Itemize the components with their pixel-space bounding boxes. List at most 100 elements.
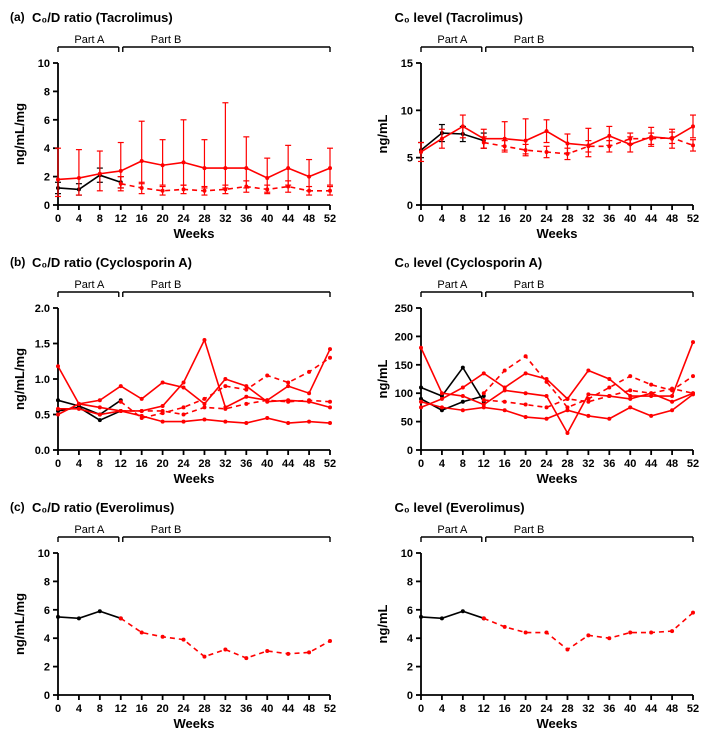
svg-text:8: 8 (97, 213, 103, 225)
chart-title: C₀ level (Tacrolimus) (395, 10, 709, 25)
svg-text:32: 32 (582, 703, 594, 715)
svg-text:Part B: Part B (513, 34, 544, 46)
chart-title: C₀ level (Cyclosporin A) (395, 255, 709, 270)
svg-text:Weeks: Weeks (174, 471, 215, 486)
svg-text:52: 52 (324, 213, 336, 225)
svg-text:44: 44 (282, 458, 295, 470)
svg-text:44: 44 (645, 458, 658, 470)
svg-text:20: 20 (156, 458, 168, 470)
svg-text:8: 8 (459, 213, 465, 225)
svg-text:ng/mL: ng/mL (375, 604, 390, 643)
svg-text:24: 24 (540, 213, 553, 225)
svg-text:2: 2 (44, 172, 50, 184)
svg-text:0: 0 (406, 690, 412, 702)
chart-panel: C₀ level (Cyclosporin A) 050100150200250… (373, 255, 709, 492)
svg-text:40: 40 (624, 458, 636, 470)
svg-text:16: 16 (136, 458, 148, 470)
svg-text:ng/mL/mg: ng/mL/mg (12, 348, 27, 410)
svg-text:24: 24 (177, 458, 190, 470)
chart-panel: C₀ level (Everolimus) 024681004812162024… (373, 500, 709, 737)
chart-title: C₀/D ratio (Tacrolimus) (32, 10, 357, 25)
svg-text:6: 6 (44, 115, 50, 127)
svg-text:Part A: Part A (74, 524, 105, 536)
svg-text:1.5: 1.5 (35, 339, 50, 351)
svg-text:0: 0 (55, 703, 61, 715)
svg-text:48: 48 (303, 703, 315, 715)
svg-text:44: 44 (645, 213, 658, 225)
svg-text:36: 36 (603, 213, 615, 225)
row-label: (b) (10, 255, 25, 269)
svg-text:32: 32 (219, 213, 231, 225)
chart-svg: 0.00.51.01.52.00481216202428323640444852… (10, 272, 340, 492)
svg-text:24: 24 (177, 213, 190, 225)
svg-text:6: 6 (406, 605, 412, 617)
svg-text:0: 0 (406, 445, 412, 457)
svg-text:12: 12 (477, 458, 489, 470)
row-label: (a) (10, 10, 25, 24)
svg-text:32: 32 (582, 458, 594, 470)
svg-text:16: 16 (136, 213, 148, 225)
svg-text:0: 0 (44, 690, 50, 702)
chart-panel: (b) C₀/D ratio (Cyclosporin A) 0.00.51.0… (10, 255, 357, 492)
svg-text:Weeks: Weeks (536, 716, 577, 731)
chart-title: C₀/D ratio (Cyclosporin A) (32, 255, 357, 270)
svg-text:40: 40 (261, 703, 273, 715)
svg-text:4: 4 (438, 703, 445, 715)
svg-text:ng/mL: ng/mL (375, 359, 390, 398)
svg-text:8: 8 (459, 703, 465, 715)
svg-text:150: 150 (394, 360, 412, 372)
svg-text:12: 12 (115, 458, 127, 470)
svg-text:4: 4 (76, 458, 83, 470)
chart-panel: (c) C₀/D ratio (Everolimus) 024681004812… (10, 500, 357, 737)
svg-text:24: 24 (540, 703, 553, 715)
chart-panel: C₀ level (Tacrolimus) 051015048121620242… (373, 10, 709, 247)
svg-text:24: 24 (177, 703, 190, 715)
svg-text:8: 8 (44, 576, 50, 588)
svg-text:32: 32 (582, 213, 594, 225)
svg-text:Weeks: Weeks (536, 471, 577, 486)
svg-text:10: 10 (38, 548, 50, 560)
svg-text:ng/mL/mg: ng/mL/mg (12, 593, 27, 655)
svg-text:4: 4 (76, 213, 83, 225)
chart-svg: 0501001502002500481216202428323640444852… (373, 272, 703, 492)
svg-text:28: 28 (198, 213, 210, 225)
svg-text:16: 16 (498, 458, 510, 470)
svg-text:4: 4 (44, 143, 51, 155)
svg-text:4: 4 (44, 633, 51, 645)
svg-text:ng/mL: ng/mL (375, 114, 390, 153)
svg-text:10: 10 (400, 548, 412, 560)
svg-text:0: 0 (55, 458, 61, 470)
svg-text:10: 10 (400, 105, 412, 117)
svg-text:Part B: Part B (151, 279, 182, 291)
svg-text:20: 20 (519, 458, 531, 470)
svg-text:4: 4 (438, 458, 445, 470)
svg-text:40: 40 (624, 703, 636, 715)
svg-text:12: 12 (477, 213, 489, 225)
chart-title: C₀ level (Everolimus) (395, 500, 709, 515)
svg-text:44: 44 (645, 703, 658, 715)
svg-text:52: 52 (686, 213, 698, 225)
svg-text:40: 40 (261, 458, 273, 470)
svg-text:15: 15 (400, 58, 412, 70)
svg-text:20: 20 (519, 703, 531, 715)
svg-text:10: 10 (38, 58, 50, 70)
svg-text:36: 36 (603, 703, 615, 715)
svg-text:36: 36 (603, 458, 615, 470)
svg-text:Part B: Part B (513, 279, 544, 291)
svg-text:20: 20 (156, 703, 168, 715)
svg-text:ng/mL/mg: ng/mL/mg (12, 103, 27, 165)
svg-text:Part A: Part A (437, 34, 468, 46)
svg-text:28: 28 (561, 458, 573, 470)
svg-text:48: 48 (665, 703, 677, 715)
svg-text:12: 12 (115, 703, 127, 715)
svg-text:0: 0 (417, 703, 423, 715)
chart-title: C₀/D ratio (Everolimus) (32, 500, 357, 515)
svg-text:48: 48 (665, 458, 677, 470)
svg-text:36: 36 (240, 213, 252, 225)
svg-text:0: 0 (406, 200, 412, 212)
svg-text:36: 36 (240, 458, 252, 470)
svg-text:100: 100 (394, 388, 412, 400)
svg-text:6: 6 (44, 605, 50, 617)
svg-text:0: 0 (44, 200, 50, 212)
svg-text:20: 20 (519, 213, 531, 225)
